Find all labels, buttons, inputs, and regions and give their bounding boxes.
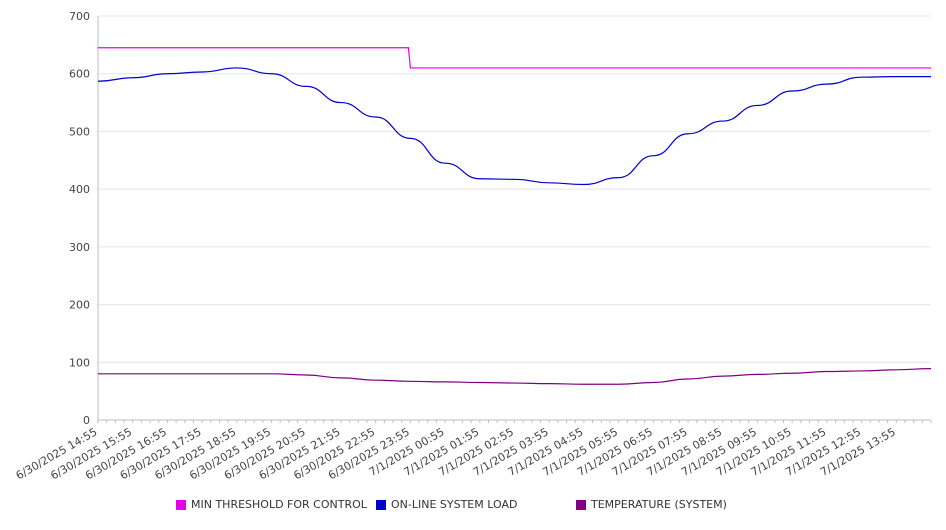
series-lines [97,47,932,385]
series-line-1 [97,67,931,186]
legend-label-temperature: TEMPERATURE (SYSTEM) [591,498,727,511]
series-line-0 [98,47,931,69]
y-tick-label: 700 [69,10,90,23]
y-tick-label: 600 [69,68,90,81]
legend-swatch-min-threshold [176,499,186,510]
legend-swatch-temperature [576,499,586,510]
legend-label-min-threshold: MIN THRESHOLD FOR CONTROL [191,498,367,511]
grid-lines [98,15,931,363]
y-tick-label: 400 [69,183,90,196]
y-tick-label: 200 [69,299,90,312]
legend-swatch-online-load [376,499,386,510]
y-tick-label: 500 [69,125,90,138]
y-tick-label: 100 [69,356,90,369]
legend-item-online-load: ON-LINE SYSTEM LOAD [376,498,517,511]
y-tick-label: 300 [69,241,90,254]
legend-item-min-threshold: MIN THRESHOLD FOR CONTROL [176,498,367,511]
y-tick-label: 0 [83,414,90,427]
legend-item-temperature: TEMPERATURE (SYSTEM) [576,498,727,511]
legend-label-online-load: ON-LINE SYSTEM LOAD [391,498,518,511]
legend: MIN THRESHOLD FOR CONTROL ON-LINE SYSTEM… [0,498,946,514]
series-line-2 [97,368,932,385]
